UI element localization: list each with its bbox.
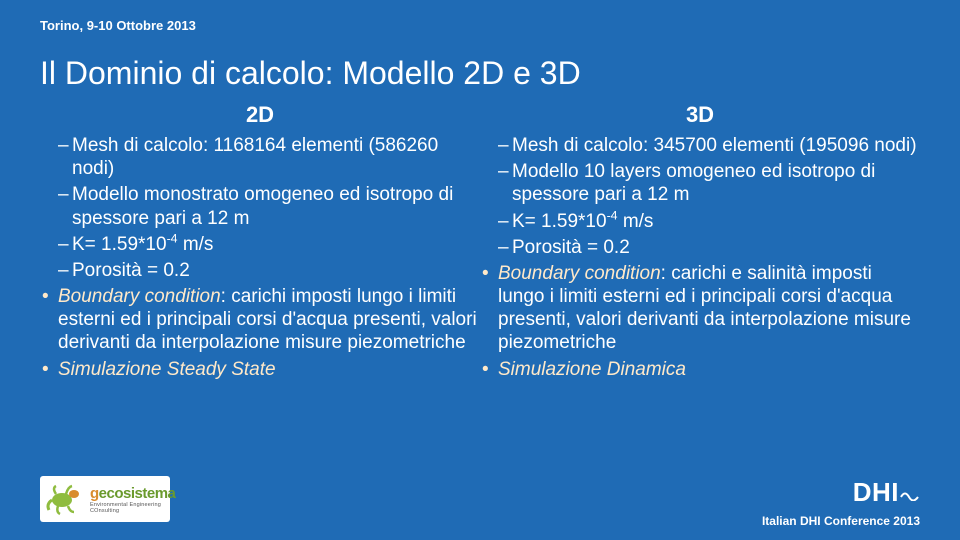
list-item: Mesh di calcolo: 345700 elementi (195096… xyxy=(498,134,920,157)
columns: 2D Mesh di calcolo: 1168164 elementi (58… xyxy=(40,102,920,384)
dhi-logo: DHI xyxy=(853,477,920,508)
list-item: Simulazione Steady State xyxy=(40,358,480,381)
date-line: Torino, 9-10 Ottobre 2013 xyxy=(40,18,920,33)
column-3d: 3D Mesh di calcolo: 345700 elementi (195… xyxy=(480,102,920,384)
col-header-2d: 2D xyxy=(40,102,480,128)
slide: Torino, 9-10 Ottobre 2013 Il Dominio di … xyxy=(0,0,960,540)
list-item: Boundary condition: carichi e salinità i… xyxy=(480,262,920,355)
list-item: Boundary condition: carichi imposti lung… xyxy=(40,285,480,355)
column-2d: 2D Mesh di calcolo: 1168164 elementi (58… xyxy=(40,102,480,384)
list-2d-bullet: Boundary condition: carichi imposti lung… xyxy=(40,285,480,381)
list-item: Simulazione Dinamica xyxy=(480,358,920,381)
list-item: K= 1.59*10-4 m/s xyxy=(498,210,920,233)
list-3d-dash: Mesh di calcolo: 345700 elementi (195096… xyxy=(480,134,920,259)
wave-icon xyxy=(900,477,920,508)
list-item: K= 1.59*10-4 m/s xyxy=(58,233,480,256)
list-item: Porosità = 0.2 xyxy=(58,259,480,282)
slide-title: Il Dominio di calcolo: Modello 2D e 3D xyxy=(40,55,920,92)
ecosistema-logo: gecosistema Environmental Engineering CO… xyxy=(40,476,170,522)
list-item: Porosità = 0.2 xyxy=(498,236,920,259)
list-item: Mesh di calcolo: 1168164 elementi (58626… xyxy=(58,134,480,180)
list-3d-bullet: Boundary condition: carichi e salinità i… xyxy=(480,262,920,381)
list-2d-dash: Mesh di calcolo: 1168164 elementi (58626… xyxy=(40,134,480,282)
list-item: Modello 10 layers omogeneo ed isotropo d… xyxy=(498,160,920,206)
list-item: Modello monostrato omogeneo ed isotropo … xyxy=(58,183,480,229)
col-header-3d: 3D xyxy=(480,102,920,128)
gecko-icon xyxy=(46,482,86,516)
footer-text: Italian DHI Conference 2013 xyxy=(762,514,920,528)
ecosistema-text: gecosistema Environmental Engineering CO… xyxy=(90,485,175,514)
